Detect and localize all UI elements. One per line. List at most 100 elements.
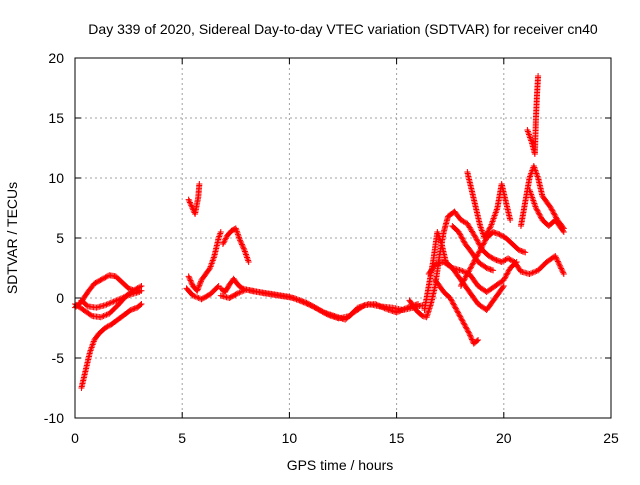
data-point [237,238,244,245]
data-point [83,302,90,309]
data-point [457,283,464,289]
data-point [240,287,247,294]
data-point [195,283,202,290]
data-point [234,290,241,297]
data-point [191,293,198,300]
data-point [475,240,482,247]
data-point [474,337,480,344]
data-point [102,325,109,331]
data-point [502,273,509,279]
data-point [472,235,479,241]
data-point [479,243,486,249]
data-point [498,259,505,265]
data-point [137,301,144,308]
data-point [286,293,293,300]
x-tick-label: 25 [603,430,619,446]
data-point [470,260,477,267]
data-point [466,267,473,273]
data-point [196,281,203,288]
data-point [527,270,534,277]
data-point [559,268,566,275]
series-track-13 [425,259,507,313]
data-point [304,301,311,307]
data-point [237,289,244,295]
data-point [455,309,462,316]
data-point [239,242,246,249]
data-point [101,275,108,282]
series-track-16 [457,229,529,289]
data-point [529,269,536,276]
series-track-11 [406,208,567,321]
data-point [552,254,559,261]
data-point [554,258,561,265]
data-point [488,254,495,261]
data-point [500,233,507,240]
data-point [447,296,454,303]
data-point [530,269,537,276]
data-point [459,317,466,324]
data-point [138,301,145,307]
data-point [98,276,105,283]
data-point [192,293,199,300]
data-point [457,313,464,320]
data-point [475,251,482,257]
data-point [477,247,484,253]
x-tick-label: 5 [178,430,186,446]
data-point [558,266,565,273]
x-tick-label: 10 [282,430,298,446]
data-point [455,229,462,235]
data-point [222,236,229,243]
data-point [475,249,482,256]
data-point [460,268,467,275]
data-point [554,257,561,264]
data-point [501,275,508,282]
data-point [296,297,303,304]
series-track-6 [185,229,224,294]
data-point [220,239,227,246]
data-point [485,228,492,235]
data-point [99,275,106,282]
data-point [505,267,512,274]
data-point [287,294,294,301]
data-point [107,299,114,306]
data-point [462,273,469,280]
data-point [456,230,463,237]
y-tick-label: -10 [44,410,64,426]
data-point [550,210,557,217]
series-track-17 [449,223,497,274]
data-point [475,239,482,245]
data-point [189,292,196,299]
data-point [480,241,487,248]
data-point [461,276,468,283]
data-point [292,295,299,302]
data-point [396,308,403,315]
data-point [103,301,110,308]
data-point [482,237,489,244]
data-point [490,267,497,274]
data-point [485,253,492,259]
data-point [457,231,464,238]
data-point [560,271,567,277]
data-point [393,309,400,316]
data-point [556,262,563,269]
data-point [451,303,458,309]
data-point [457,217,464,223]
data-point [449,299,456,305]
x-tick-label: 20 [496,430,512,446]
data-point [240,244,247,251]
series-track-5 [185,181,203,217]
data-point [459,235,466,242]
data-point [536,211,543,218]
data-point [507,217,514,223]
data-point [402,305,409,312]
data-point [109,299,116,306]
data-point [463,272,470,279]
data-point [186,198,193,205]
data-point [457,315,464,321]
data-point [194,294,201,301]
data-point [418,312,425,318]
data-point [372,301,379,307]
data-point [293,296,300,303]
data-point [503,271,510,278]
data-point [294,297,301,303]
